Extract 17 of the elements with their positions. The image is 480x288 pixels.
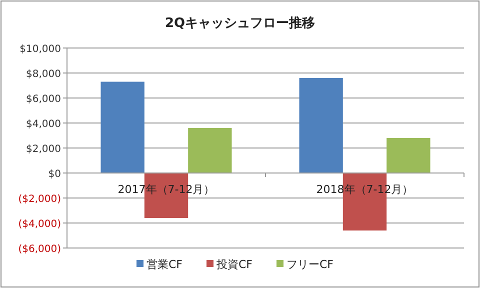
y-tick-label: $0	[48, 169, 61, 180]
y-tick-label: $2,000	[26, 144, 61, 155]
bar	[299, 78, 343, 173]
y-tick-label: ($2,000)	[18, 194, 62, 205]
legend-label: フリーCF	[286, 258, 334, 271]
bar	[386, 138, 430, 173]
y-tick-label: $8,000	[26, 69, 61, 80]
y-tick-label: $10,000	[20, 44, 61, 55]
legend-label: 投資CF	[216, 258, 253, 271]
bar	[100, 82, 144, 173]
y-tick-label: ($6,000)	[18, 244, 62, 255]
y-tick-label: $4,000	[26, 119, 61, 130]
legend-label: 営業CF	[146, 258, 183, 271]
bar	[188, 128, 232, 173]
chart-title: 2Qキャッシュフロー推移	[164, 16, 316, 31]
y-tick-label: ($4,000)	[18, 219, 62, 230]
y-tick-label: $6,000	[26, 94, 61, 105]
